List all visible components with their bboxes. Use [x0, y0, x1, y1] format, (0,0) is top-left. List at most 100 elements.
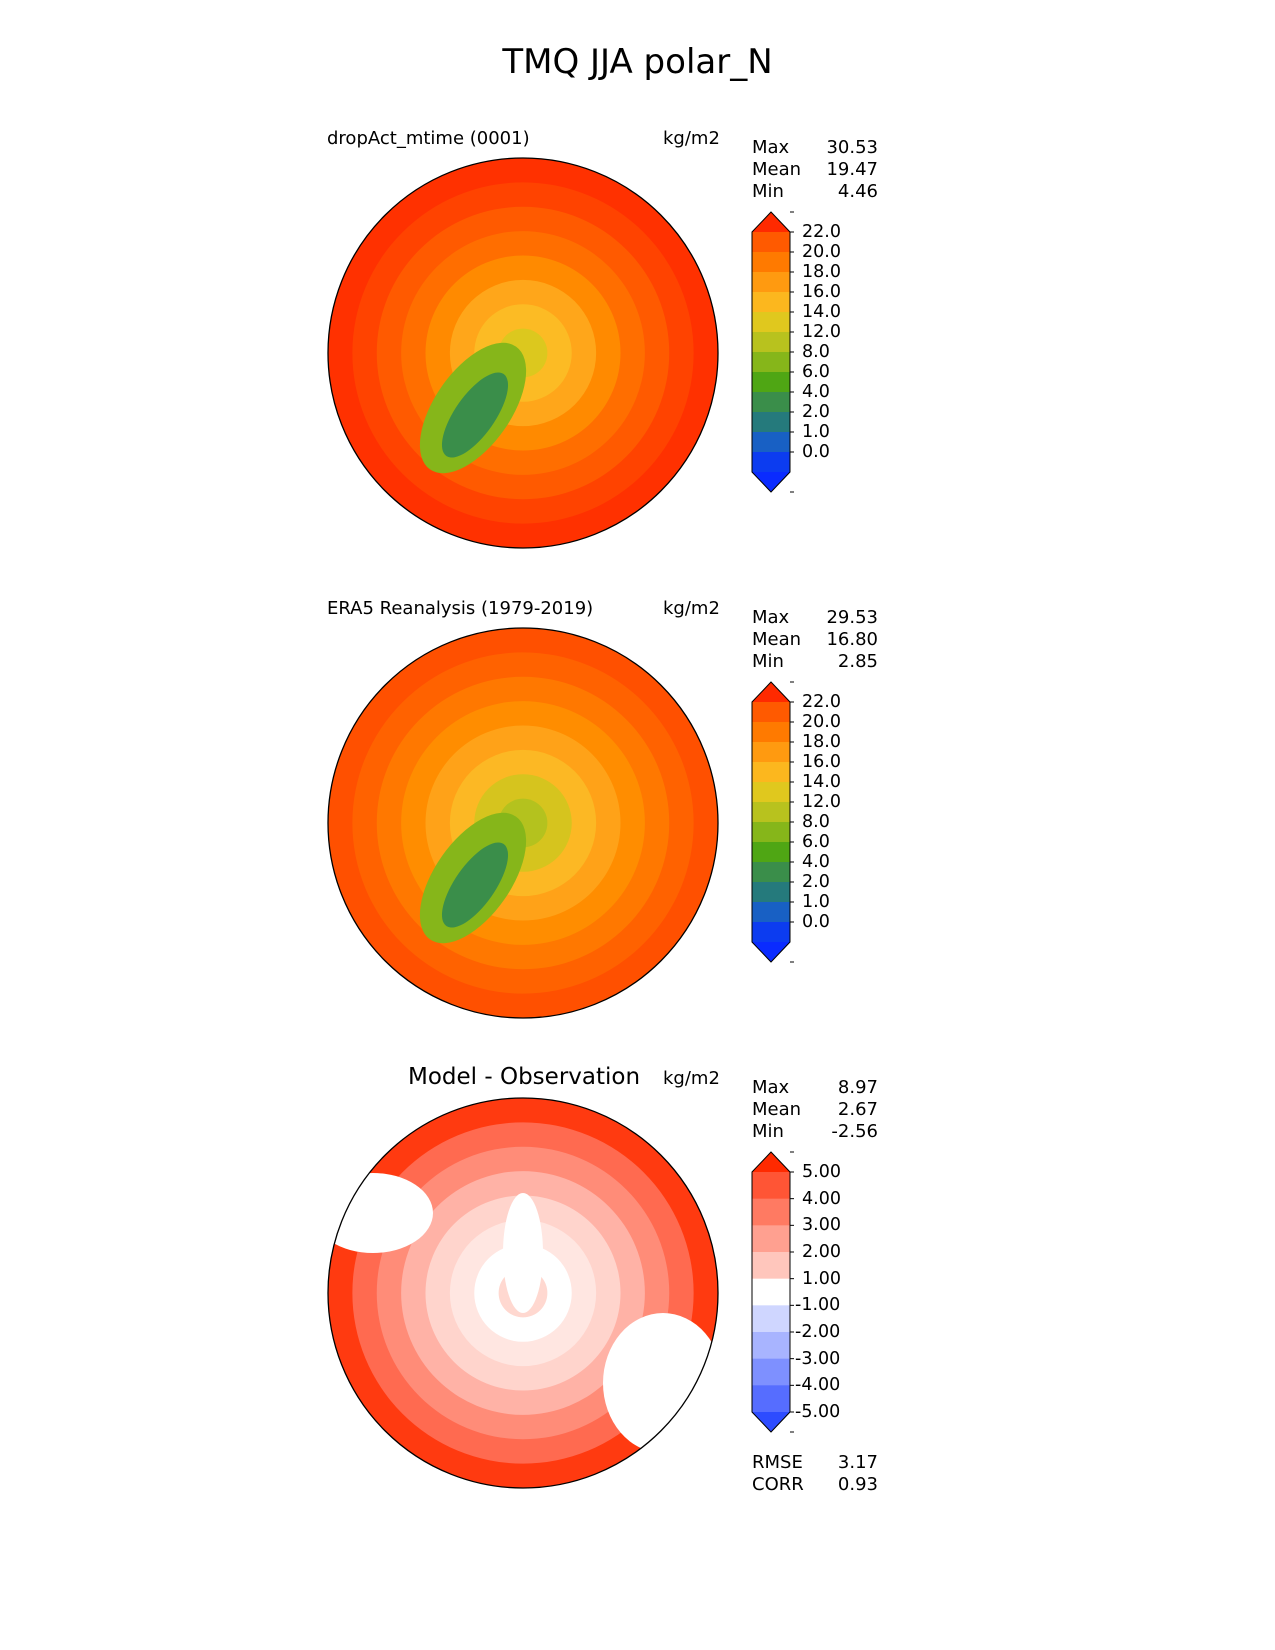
colorbar-tick-label: 12.0: [802, 322, 841, 342]
colorbar-segment: [752, 412, 790, 433]
colorbar-segment: [752, 822, 790, 843]
colorbar-tick-label: 6.0: [802, 832, 830, 852]
colorbar-tick-label: -5.00: [795, 1402, 841, 1422]
panel-3-stats: Max 8.97 Mean 2.67 Min -2.56: [752, 1077, 878, 1143]
panel-1-stats: Max 30.53 Mean 19.47 Min 4.46: [752, 137, 878, 203]
near-zero-area: [503, 1193, 543, 1313]
colorbar-tick-label: 4.0: [802, 852, 830, 872]
colorbar-tick-label: 6.0: [802, 362, 830, 382]
colorbar-segment: [752, 252, 790, 273]
colorbar-segment: [752, 882, 790, 903]
colorbar-segment: [752, 1198, 790, 1226]
panel-2-stats: Max 29.53 Mean 16.80 Min 2.85: [752, 607, 878, 673]
colorbar-tick-label: 8.0: [802, 342, 830, 362]
colorbar-segment: [752, 742, 790, 763]
colorbar-tick-label: -4.00: [795, 1375, 841, 1396]
colorbar-segment: [752, 332, 790, 353]
stat-min: Min 4.46: [752, 181, 878, 202]
map-boundary: [327, 627, 719, 1019]
colorbar-tick-label: 0.0: [802, 912, 830, 932]
colorbar-segment: [752, 352, 790, 373]
colorbar-tick-label: 4.00: [802, 1188, 841, 1209]
colorbar-segment: [752, 372, 790, 393]
colorbar-tick-label: 12.0: [802, 792, 841, 812]
near-zero-area: [603, 1313, 723, 1453]
colorbar-tick-label: 1.0: [802, 892, 830, 912]
colorbar-extend-min: [752, 472, 790, 492]
stat-mean: Mean 19.47: [752, 159, 878, 180]
colorbar-tick-label: 20.0: [802, 242, 841, 262]
panel-1-units: kg/m2: [663, 128, 720, 149]
colorbar-extend-max: [752, 212, 790, 232]
colorbar-tick-label: 14.0: [802, 772, 841, 792]
colorbar-tick-label: 18.0: [802, 732, 841, 752]
colorbar-tick-label: 1.00: [802, 1268, 841, 1289]
map-boundary: [327, 157, 719, 549]
colorbar-tick-label: 8.0: [802, 812, 830, 832]
colorbar-tick-label: 18.0: [802, 262, 841, 282]
panel-2-units: kg/m2: [663, 598, 720, 619]
colorbar-segment: [752, 432, 790, 453]
colorbar-segment: [752, 1305, 790, 1333]
metric-corr: CORR 0.93: [752, 1474, 878, 1495]
colorbar-segment: [752, 842, 790, 863]
panel-1-title: dropAct_mtime (0001): [327, 128, 530, 149]
stat-max: Max 29.53: [752, 607, 878, 628]
colorbar-segment: [752, 702, 790, 723]
greenland-core: [441, 372, 509, 458]
colorbar-segment: [752, 862, 790, 883]
colorbar-tick-label: -1.00: [795, 1295, 841, 1316]
colorbar-segment: [752, 292, 790, 313]
colorbar-segment: [752, 1278, 790, 1306]
stat-max: Max 8.97: [752, 1077, 878, 1098]
metric-rmse: RMSE 3.17: [752, 1452, 878, 1473]
near-zero-area: [313, 1173, 433, 1253]
colorbar-segment: [752, 782, 790, 803]
colorbar-segment: [752, 232, 790, 253]
colorbar-segment: [752, 1385, 790, 1413]
colorbar-tick-label: 22.0: [802, 692, 841, 712]
colorbar-tick-label: 2.00: [802, 1242, 841, 1262]
stat-mean: Mean 16.80: [752, 629, 878, 650]
stat-mean: Mean 2.67: [752, 1099, 878, 1120]
colorbar-tick-label: -3.00: [795, 1348, 841, 1369]
colorbar-2: [751, 681, 794, 963]
colorbar-extend-max: [752, 682, 790, 702]
colorbar-segment: [752, 272, 790, 293]
colorbar-segment: [752, 722, 790, 743]
colorbar-segment: [752, 1172, 790, 1200]
colorbar-segment: [752, 1358, 790, 1386]
colorbar-extend-min: [752, 942, 790, 962]
map-boundary: [327, 1097, 719, 1489]
figure-title: TMQ JJA polar_N: [502, 42, 773, 82]
colorbar-segment: [752, 392, 790, 413]
colorbar-segment: [752, 1225, 790, 1253]
colorbar-segment: [752, 1332, 790, 1360]
stat-max: Max 30.53: [752, 137, 878, 158]
panel-3-units: kg/m2: [663, 1068, 720, 1089]
colorbar-tick-label: 20.0: [802, 712, 841, 732]
colorbar-extend-min: [752, 1412, 790, 1432]
colorbar-tick-label: -2.00: [795, 1322, 841, 1342]
greenland-core: [441, 842, 509, 928]
panel-3-metrics: RMSE 3.17 CORR 0.93: [752, 1452, 878, 1496]
colorbar-tick-label: 1.0: [802, 422, 830, 442]
colorbar-tick-label: 5.00: [802, 1162, 841, 1182]
colorbar-3: [751, 1151, 794, 1433]
panel-2-title: ERA5 Reanalysis (1979-2019): [327, 598, 594, 619]
colorbar-segment: [752, 452, 790, 473]
stat-min: Min 2.85: [752, 651, 878, 672]
colorbar-segment: [752, 922, 790, 943]
colorbar-tick-label: 2.0: [802, 402, 830, 422]
colorbar-tick-label: 2.0: [802, 872, 830, 892]
colorbar-segment: [752, 802, 790, 823]
panel-3-title: Model - Observation: [408, 1064, 641, 1090]
colorbar-segment: [752, 312, 790, 333]
colorbar-extend-max: [752, 1152, 790, 1172]
colorbar-1: [751, 211, 794, 493]
colorbar-tick-label: 4.0: [802, 382, 830, 402]
colorbar-segment: [752, 902, 790, 923]
colorbar-segment: [752, 762, 790, 783]
stat-min: Min -2.56: [752, 1121, 878, 1142]
